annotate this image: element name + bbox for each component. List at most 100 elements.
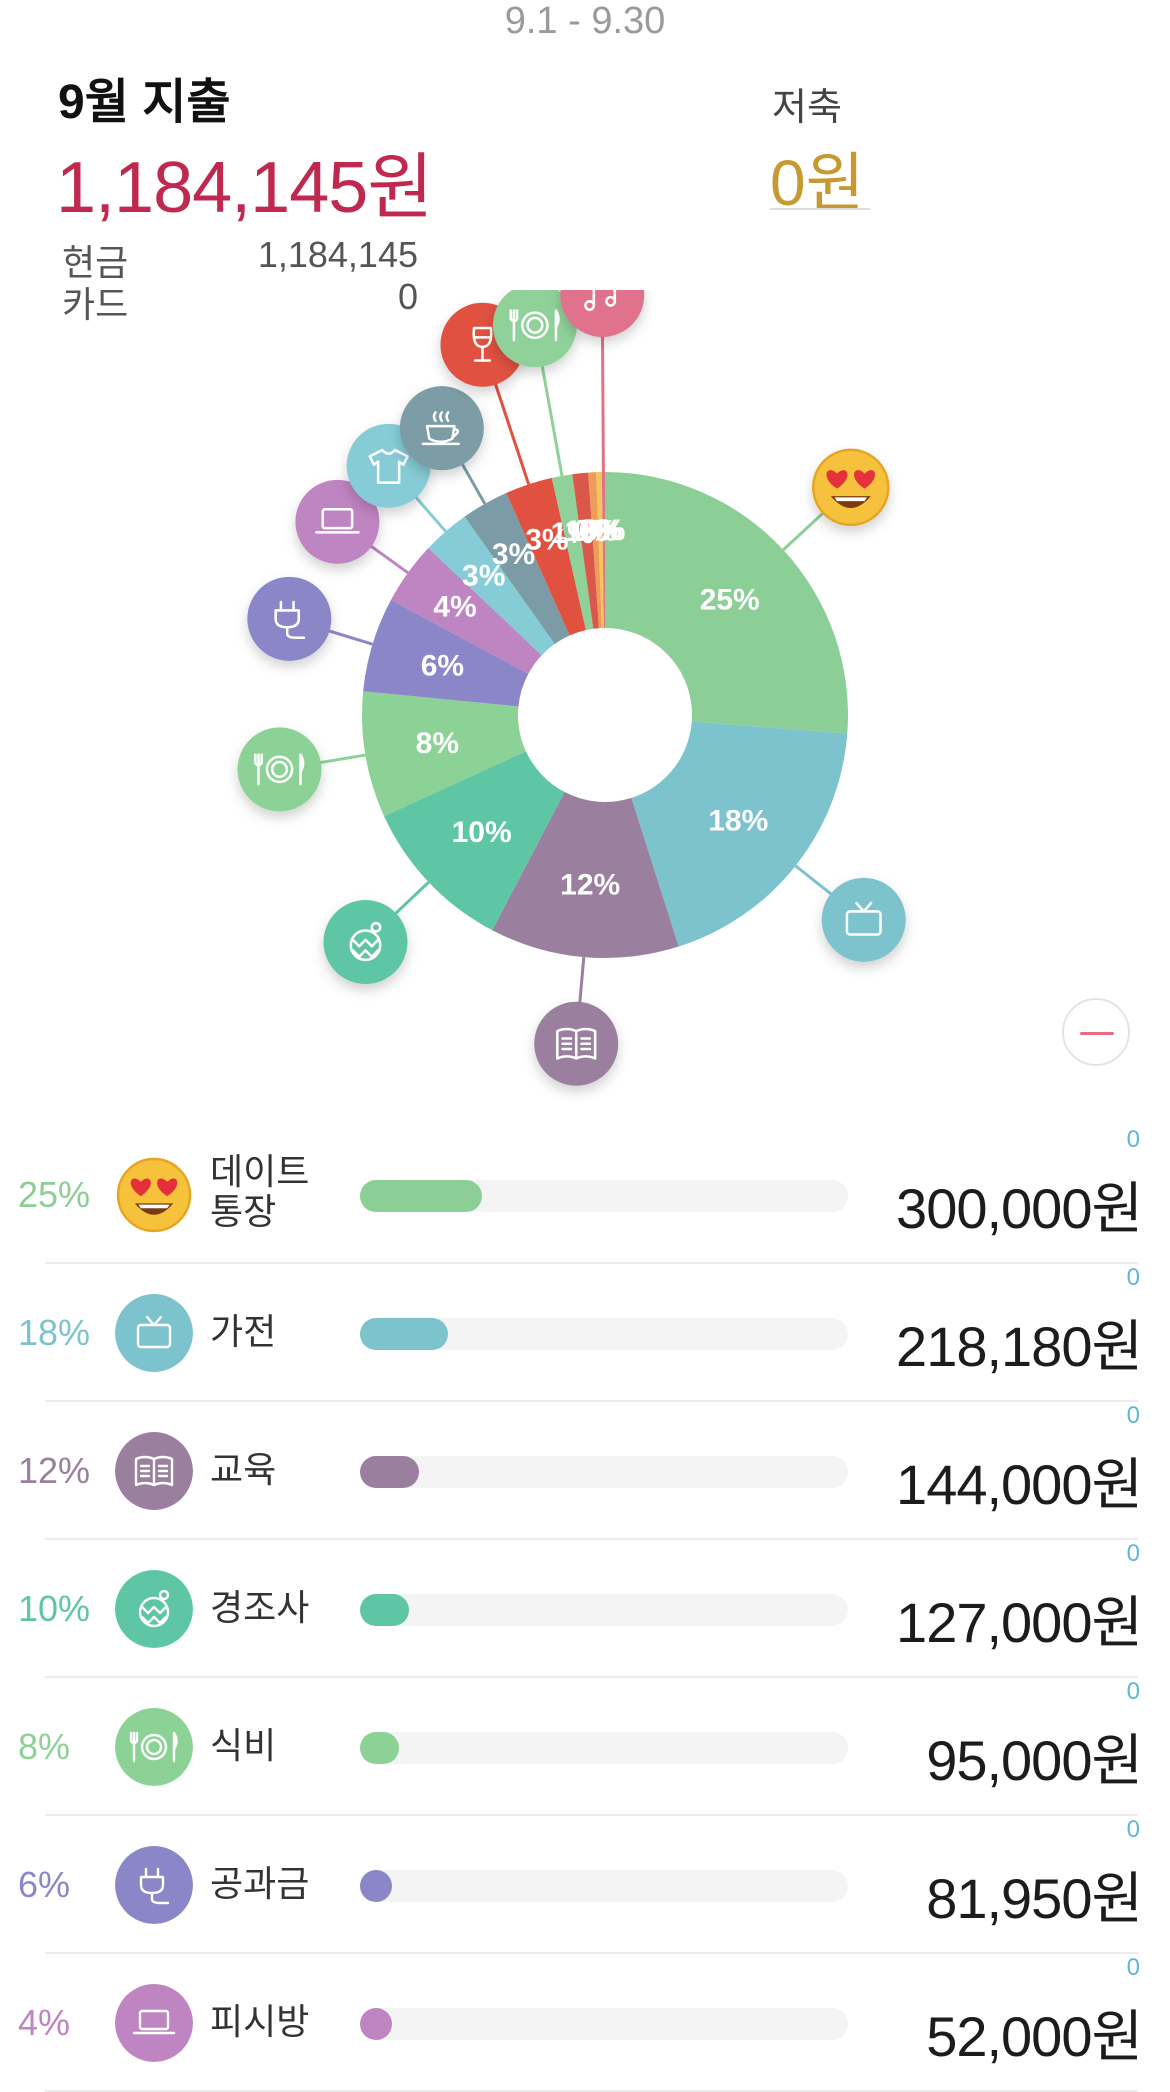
heart-eyes-emoji-icon[interactable]: [812, 448, 890, 527]
page-title: 9월 지출: [58, 76, 231, 129]
plug-icon[interactable]: [247, 576, 332, 661]
category-amount: 81,950원: [926, 1867, 1143, 1930]
ornament-icon: [115, 1570, 193, 1648]
category-name: 피시방: [210, 2001, 310, 2042]
dining-icon[interactable]: [492, 290, 577, 368]
donut-slice-13[interactable]: [596, 472, 604, 629]
donut-slice-5[interactable]: [363, 599, 529, 707]
category-row[interactable]: 12% 교육 0 144,000원: [0, 1402, 1170, 1540]
category-name: 교육: [210, 1449, 277, 1490]
saving-value[interactable]: 0원: [770, 147, 865, 219]
laptop-icon[interactable]: [295, 479, 380, 564]
card-value: 0: [397, 276, 418, 317]
cash-label: 현금: [62, 242, 129, 283]
donut-slice-6[interactable]: [390, 548, 542, 674]
slice-label-5: 6%: [421, 649, 464, 682]
donut-slice-7[interactable]: [428, 516, 555, 656]
donut-slice-4[interactable]: [362, 691, 526, 817]
category-progress-fill: [360, 1594, 409, 1626]
category-row[interactable]: 8% 식비 0 95,000원: [0, 1678, 1170, 1816]
category-progress-bar: [360, 1318, 848, 1350]
category-progress-bar: [360, 1594, 848, 1626]
donut-slice-12[interactable]: [588, 472, 602, 629]
category-budget-value: 0: [1126, 1402, 1140, 1429]
total-expense: 1,184,145원: [56, 148, 434, 228]
slice-label-13: 0%: [579, 514, 622, 547]
cash-value: 1,184,145: [257, 234, 418, 275]
slice-label-7: 3%: [462, 559, 505, 592]
category-amount: 218,180원: [896, 1315, 1143, 1378]
saving-label: 저축: [772, 87, 842, 129]
category-amount: 300,000원: [896, 1177, 1143, 1240]
category-percent: 8%: [18, 1726, 71, 1767]
donut-slice-14[interactable]: [601, 472, 605, 629]
category-amount: 127,000원: [896, 1591, 1143, 1654]
slice-label-4: 8%: [416, 727, 459, 760]
category-budget-value: 0: [1126, 1126, 1140, 1153]
category-name: 경조사: [210, 1587, 310, 1628]
category-percent: 10%: [18, 1588, 91, 1629]
category-progress-fill: [360, 1732, 399, 1764]
slice-label-0: 25%: [700, 583, 760, 616]
category-progress-bar: [360, 1456, 848, 1488]
ornament-icon[interactable]: [323, 900, 408, 985]
category-row[interactable]: 4% 피시방 0 52,000원: [0, 1954, 1170, 2092]
slice-label-3: 10%: [452, 816, 512, 849]
category-name: 공과금: [210, 1863, 310, 1904]
row-divider: [45, 1400, 1138, 1402]
category-budget-value: 0: [1126, 1678, 1140, 1705]
tv-icon[interactable]: [821, 877, 906, 962]
category-progress-fill: [360, 1870, 392, 1902]
coffee-icon[interactable]: [399, 386, 484, 471]
category-name: 식비: [210, 1725, 277, 1766]
category-percent: 25%: [18, 1174, 91, 1215]
slice-label-1: 18%: [708, 805, 768, 838]
donut-slice-8[interactable]: [464, 492, 570, 644]
music-note-icon[interactable]: [560, 290, 645, 337]
book-icon: [115, 1432, 193, 1510]
slice-label-9: 3%: [525, 523, 568, 556]
book-icon[interactable]: [534, 1001, 619, 1086]
donut-slice-11[interactable]: [572, 472, 599, 629]
category-row[interactable]: 10% 경조사 0 127,000원: [0, 1540, 1170, 1678]
slice-label-6: 4%: [433, 591, 476, 624]
donut-slice-3[interactable]: [384, 751, 565, 931]
category-budget-value: 0: [1126, 1954, 1140, 1981]
category-row[interactable]: 18% 가전 0 218,180원: [0, 1264, 1170, 1402]
row-divider: [45, 1676, 1138, 1678]
card-label: 카드: [62, 284, 129, 325]
category-budget-value: 0: [1126, 1816, 1140, 1843]
slice-label-8: 3%: [492, 538, 535, 571]
row-divider: [45, 1538, 1138, 1540]
donut-slice-10[interactable]: [551, 474, 594, 631]
slice-label-12: 0%: [574, 514, 617, 547]
laptop-icon: [115, 1984, 193, 2062]
category-name: 가전: [210, 1311, 277, 1352]
row-divider: [45, 1262, 1138, 1264]
category-progress-fill: [360, 1318, 448, 1350]
saving-underline: [770, 208, 870, 210]
category-percent: 4%: [18, 2002, 71, 2043]
date-range[interactable]: 9.1 - 9.30: [504, 0, 666, 42]
donut-slice-0[interactable]: [605, 472, 848, 734]
donut-slice-2[interactable]: [492, 792, 679, 958]
category-percent: 12%: [18, 1450, 91, 1491]
donut-slice-1[interactable]: [631, 721, 848, 947]
dining-icon[interactable]: [237, 727, 322, 812]
category-name: 데이트 통장: [210, 1151, 310, 1232]
category-percent: 6%: [18, 1864, 71, 1905]
category-percent: 18%: [18, 1312, 91, 1353]
collapse-button[interactable]: [1062, 998, 1130, 1066]
donut-slice-9[interactable]: [506, 477, 586, 636]
category-row[interactable]: 25% 데이트 통장 0 300,000원: [0, 1126, 1170, 1264]
plug-icon: [115, 1846, 193, 1924]
category-progress-bar: [360, 1732, 848, 1764]
category-progress-fill: [360, 1180, 482, 1212]
category-amount: 52,000원: [926, 2005, 1143, 2068]
category-row[interactable]: 6% 공과금 0 81,950원: [0, 1816, 1170, 1954]
category-donut-chart[interactable]: 25%18%12%10%8%6%4%3%3%3%1%1%0%0%0%: [0, 290, 1170, 1150]
slice-label-2: 12%: [560, 868, 620, 901]
dining-icon: [115, 1708, 193, 1786]
slice-label-14: 0%: [582, 514, 625, 547]
tv-icon: [115, 1294, 193, 1372]
